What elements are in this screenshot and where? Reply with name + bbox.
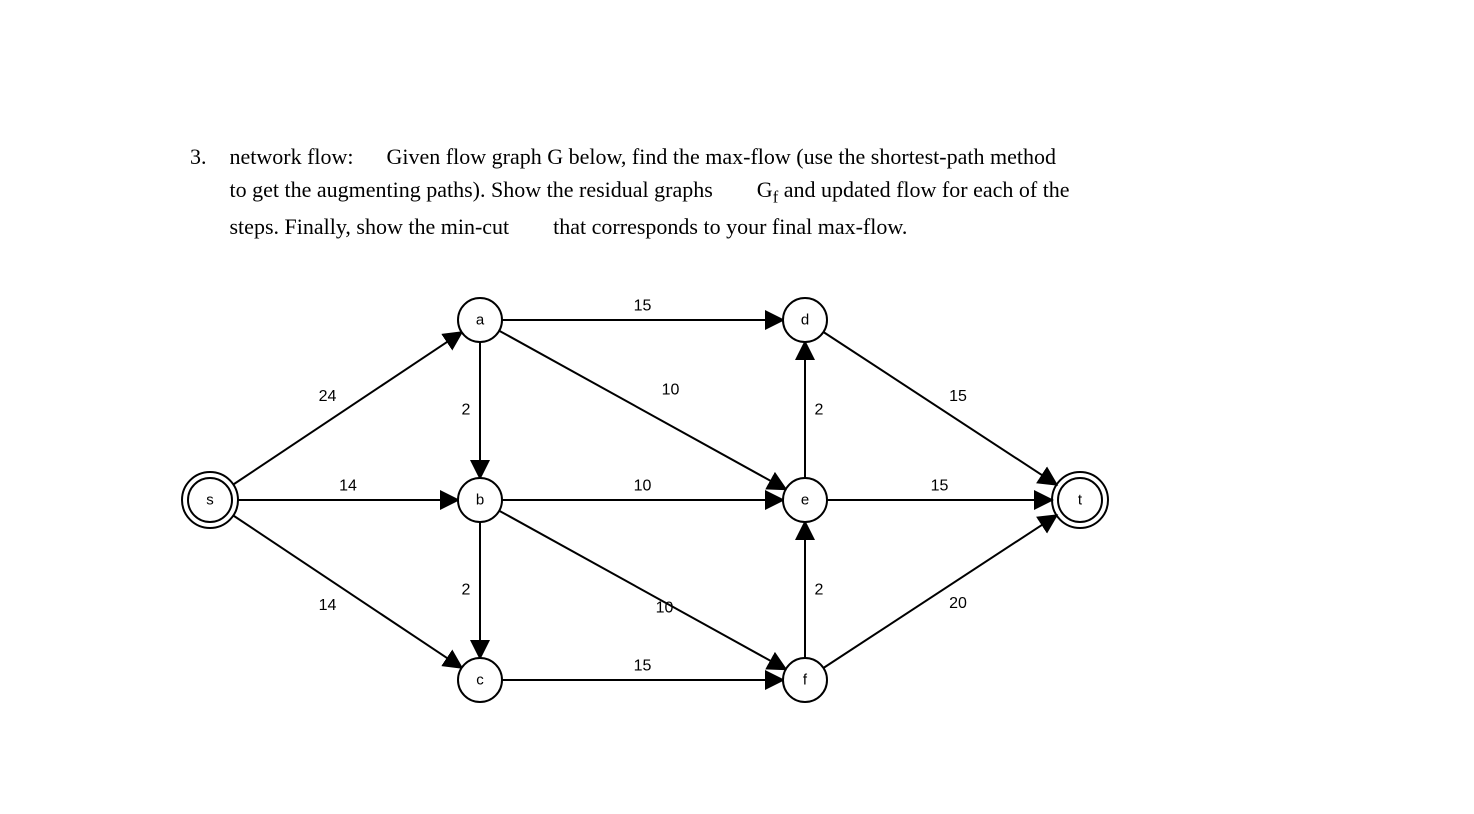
edge-label-c-f: 15 (634, 658, 652, 675)
edge-label-s-c: 14 (319, 597, 337, 614)
question-line2a: to get the augmenting paths). Show the r… (230, 177, 713, 202)
edge-f-t (823, 515, 1056, 668)
edge-label-e-t: 15 (931, 478, 949, 495)
edge-label-d-t: 15 (949, 388, 967, 405)
edge-label-a-d: 15 (634, 298, 652, 315)
flow-graph-svg: 24141421510210101521515220sabcdeft (150, 270, 1130, 730)
edge-label-a-b: 2 (462, 402, 471, 419)
edge-label-f-e: 2 (815, 582, 824, 599)
node-label-c: c (476, 672, 484, 689)
edge-label-e-d: 2 (815, 402, 824, 419)
node-label-b: b (476, 492, 484, 509)
question-line3a: steps. Finally, show the min-cut (230, 214, 510, 239)
edge-d-t (823, 332, 1056, 485)
question-line1-rest: Given flow graph G below, find the max-f… (387, 144, 1056, 169)
edge-label-s-b: 14 (339, 478, 357, 495)
page-root: 3. network flow: Given flow graph G belo… (0, 0, 1474, 814)
node-label-d: d (801, 312, 809, 329)
edge-label-f-t: 20 (949, 595, 967, 612)
edge-a-e (499, 331, 786, 490)
edge-label-b-c: 2 (462, 582, 471, 599)
edge-b-f (499, 511, 786, 670)
question-number: 3. (190, 140, 224, 173)
node-label-e: e (801, 492, 809, 509)
edge-s-a (233, 332, 461, 484)
edge-label-s-a: 24 (319, 388, 337, 405)
node-label-s: s (206, 492, 214, 509)
edge-s-c (233, 516, 461, 668)
question-title-prefix: network flow: (230, 144, 354, 169)
edge-label-b-e: 10 (634, 478, 652, 495)
node-label-a: a (476, 312, 485, 329)
flow-graph: 24141421510210101521515220sabcdeft (150, 270, 1130, 730)
question-line3b: that corresponds to your final max-flow. (553, 214, 907, 239)
question-gf: Gf (757, 177, 778, 202)
question-text: 3. network flow: Given flow graph G belo… (190, 140, 1300, 243)
question-line2b: and updated flow for each of the (784, 177, 1070, 202)
edge-label-b-f: 10 (656, 600, 674, 617)
question-body: network flow: Given flow graph G below, … (230, 140, 1300, 243)
edge-label-a-e: 10 (662, 382, 680, 399)
